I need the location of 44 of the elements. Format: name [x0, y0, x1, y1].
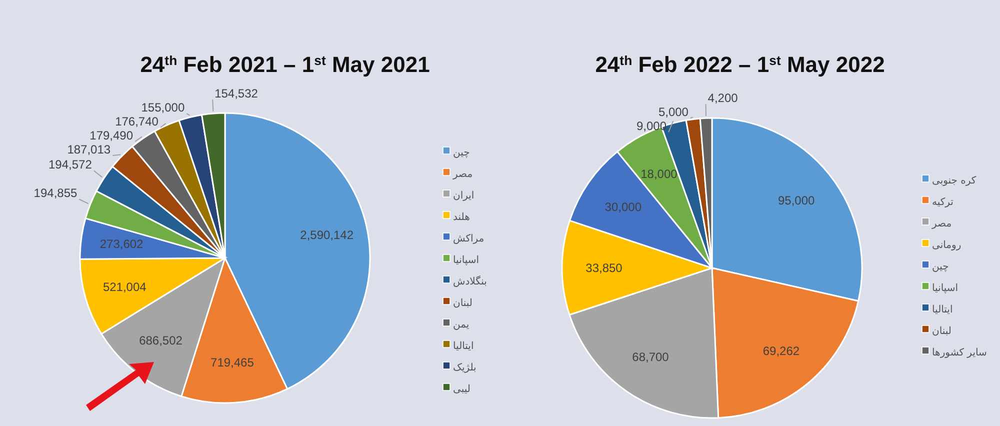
data-label: 154,532 — [214, 86, 258, 101]
data-label: 2,590,142 — [300, 228, 354, 242]
legend-label: مصر — [931, 218, 952, 230]
legend-label: ایتالیا — [932, 304, 953, 316]
data-label: 521,004 — [102, 280, 147, 294]
data-label: 18,000 — [640, 167, 678, 182]
data-label: 176,740 — [115, 114, 159, 129]
data-label: 719,465 — [210, 355, 254, 370]
legend-label: لبنان — [453, 298, 472, 309]
data-label: 69,262 — [762, 344, 800, 358]
legend-label: ترکیه — [932, 197, 954, 208]
legend-label: لیبی — [453, 384, 470, 395]
legend-label: ایتالیا — [453, 341, 474, 352]
data-label: 194,572 — [48, 158, 92, 172]
data-label: 33,850 — [586, 260, 623, 275]
legend-label: کره جنوبی — [932, 176, 976, 186]
legend-label: ایران — [453, 190, 474, 202]
data-label: 5,000 — [658, 105, 689, 120]
data-label: 273,602 — [100, 237, 144, 252]
data-label: 179,490 — [90, 128, 134, 143]
data-label: 187,013 — [67, 142, 111, 157]
data-label: 155,000 — [141, 100, 185, 115]
legend-label: چین — [932, 262, 949, 272]
legend-label: مراکش — [453, 234, 484, 244]
legend-label: سایر کشورها — [932, 348, 987, 358]
legend-label: لبنان — [932, 326, 952, 337]
data-label: 194,855 — [34, 186, 78, 200]
data-label: 68,700 — [632, 350, 670, 364]
data-label: 9,000 — [636, 119, 667, 134]
chart-title: 24$^{th}$ Feb 2022 – 1$^{st}$ May 2022 — [595, 52, 885, 77]
chart-title: 24$^{th}$ Feb 2021 – 1$^{st}$ May 2021 — [140, 52, 430, 77]
data-label: 686,502 — [139, 333, 183, 348]
data-label: 4,200 — [708, 91, 738, 106]
data-label: 95,000 — [778, 194, 816, 208]
legend-label: بلژیک — [453, 362, 476, 374]
legend-label: اسپانیا — [932, 283, 958, 294]
legend-label: چین — [453, 148, 470, 158]
legend-label: هلند — [453, 212, 470, 223]
data-label: 30,000 — [604, 200, 642, 214]
legend-label: اسپانیا — [453, 255, 480, 266]
legend-label: رومانی — [932, 240, 962, 251]
legend-label: مصر — [452, 169, 473, 180]
legend-label: یمن — [453, 320, 470, 330]
legend-label: بنگلادش — [453, 276, 487, 288]
